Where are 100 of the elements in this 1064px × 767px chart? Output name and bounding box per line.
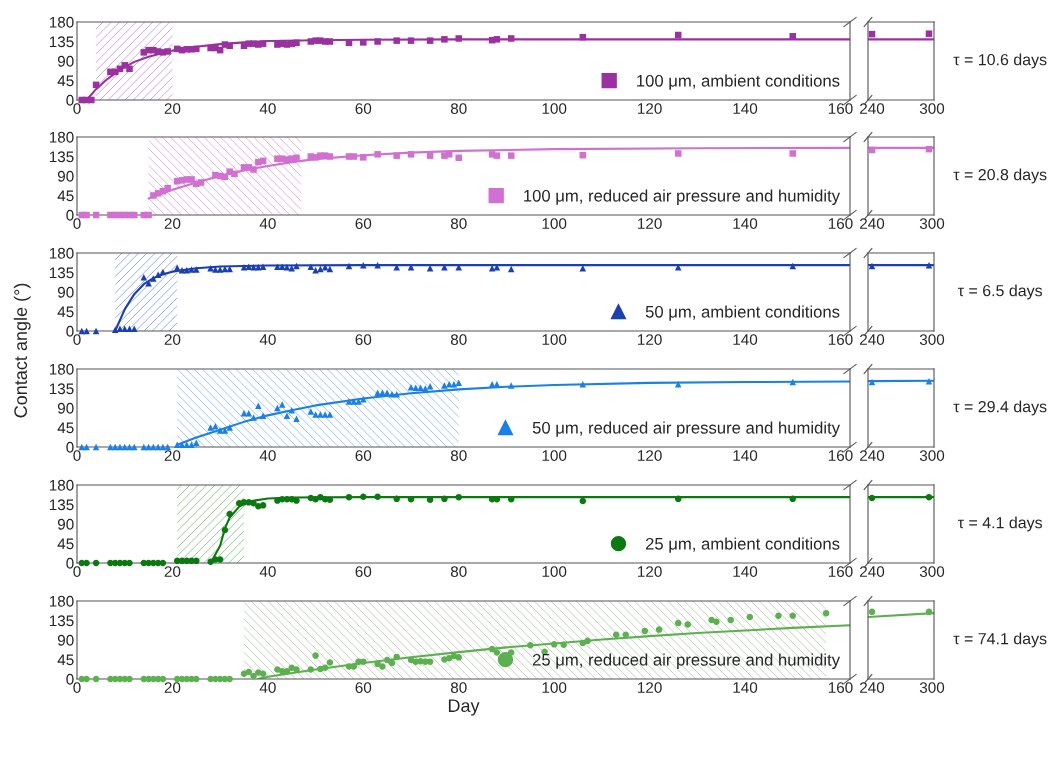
point: [154, 190, 162, 197]
point: [293, 39, 300, 47]
y-tick-label: 45: [57, 654, 74, 666]
point: [789, 262, 796, 270]
x-tick-label: 0: [73, 682, 81, 693]
point: [188, 176, 195, 183]
x-tick-label: 120: [638, 334, 662, 345]
x-tick-label: 160: [828, 218, 853, 229]
point: [259, 502, 267, 509]
x-tick-label: 60: [355, 218, 372, 229]
y-tick-label: 0: [66, 557, 74, 569]
x-tick-label: 100: [542, 218, 567, 229]
line-series: [114, 264, 850, 331]
point: [293, 497, 300, 504]
point: [455, 493, 462, 501]
point: [245, 263, 253, 271]
y-tick-label: 180: [49, 595, 74, 607]
x-tick-label: 100: [542, 682, 567, 693]
point: [789, 495, 796, 503]
point: [393, 152, 400, 159]
point: [226, 42, 233, 50]
text: τ = 10.6 days: [953, 53, 1047, 69]
x-tick-label: 80: [450, 682, 467, 693]
point: [150, 275, 157, 282]
x-tick-label: 60: [355, 566, 372, 577]
point: [126, 559, 133, 567]
y-tick-label: 90: [57, 518, 74, 530]
point: [360, 261, 367, 269]
point: [259, 40, 267, 47]
x-tick-label: 300: [919, 334, 945, 345]
x-tick-label: 160: [828, 450, 853, 461]
point: [221, 526, 229, 534]
x-tick-label: 20: [164, 566, 181, 577]
x-tick-label: 80: [450, 103, 467, 114]
point: [131, 211, 138, 219]
point: [116, 325, 124, 333]
x-tick-label: 240: [860, 566, 885, 577]
point: [374, 493, 381, 500]
point: [312, 267, 319, 274]
text: τ = 20.8 days: [953, 168, 1047, 184]
x-tick-label: 300: [919, 218, 945, 229]
x-tick-label: 0: [73, 334, 81, 345]
point: [197, 179, 205, 186]
text: τ = 6.5 days: [957, 284, 1043, 300]
x-tick-label: 100: [542, 450, 567, 461]
point: [111, 326, 119, 333]
x-tick-label: 300: [919, 682, 945, 693]
point: [216, 266, 224, 273]
x-tick-label: 240: [860, 450, 885, 461]
point: [789, 150, 796, 157]
x-axis-title: Day: [448, 699, 480, 716]
x-tick-label: 240: [860, 103, 885, 114]
point: [250, 166, 257, 173]
point: [193, 45, 200, 53]
x-tick-label: 40: [259, 682, 276, 693]
point: [674, 150, 682, 157]
y-tick-label: 45: [57, 75, 74, 87]
x-tick-label: 240: [860, 218, 885, 229]
y-tick-label: 0: [66, 441, 74, 453]
legend-label: 50 μm, reduced air pressure and humidity: [532, 421, 840, 437]
point: [164, 48, 171, 55]
point: [145, 280, 152, 287]
point: [493, 152, 501, 159]
point: [350, 153, 358, 160]
y-tick-label: 135: [49, 267, 74, 279]
y-tick-label: 45: [57, 190, 74, 202]
y-tick-label: 90: [57, 55, 74, 67]
x-tick-label: 60: [355, 103, 372, 114]
point: [393, 37, 400, 44]
point: [131, 325, 138, 333]
point: [140, 274, 148, 281]
x-tick-label: 160: [828, 682, 853, 693]
point: [407, 37, 415, 44]
x-tick-label: 140: [733, 566, 758, 577]
text: τ = 29.4 days: [953, 400, 1047, 416]
x-tick-label: 40: [259, 450, 276, 461]
point: [193, 266, 200, 273]
y-axis-title: Contact angle (°): [13, 283, 31, 418]
x-tick-label: 140: [733, 682, 758, 693]
point: [250, 264, 257, 271]
legend-label: 25 μm, ambient conditions: [645, 537, 840, 553]
point: [441, 495, 448, 503]
point: [407, 151, 415, 158]
y-tick-label: 0: [66, 673, 74, 685]
point: [393, 495, 400, 503]
point: [278, 263, 286, 271]
y-tick-label: 0: [66, 325, 74, 337]
x-tick-label: 120: [638, 103, 662, 114]
x-tick-label: 0: [73, 218, 81, 229]
y-tick-label: 135: [49, 615, 74, 627]
y-tick-label: 135: [49, 151, 74, 163]
x-tick-label: 100: [542, 334, 567, 345]
point: [360, 154, 367, 161]
y-tick-label: 90: [57, 402, 74, 414]
y-tick-label: 45: [57, 538, 74, 550]
x-tick-label: 300: [919, 103, 945, 114]
x-tick-label: 60: [355, 450, 372, 461]
legend-label: 50 μm, ambient conditions: [645, 305, 840, 321]
x-tick-label: 120: [638, 218, 662, 229]
y-tick-label: 90: [57, 634, 74, 646]
